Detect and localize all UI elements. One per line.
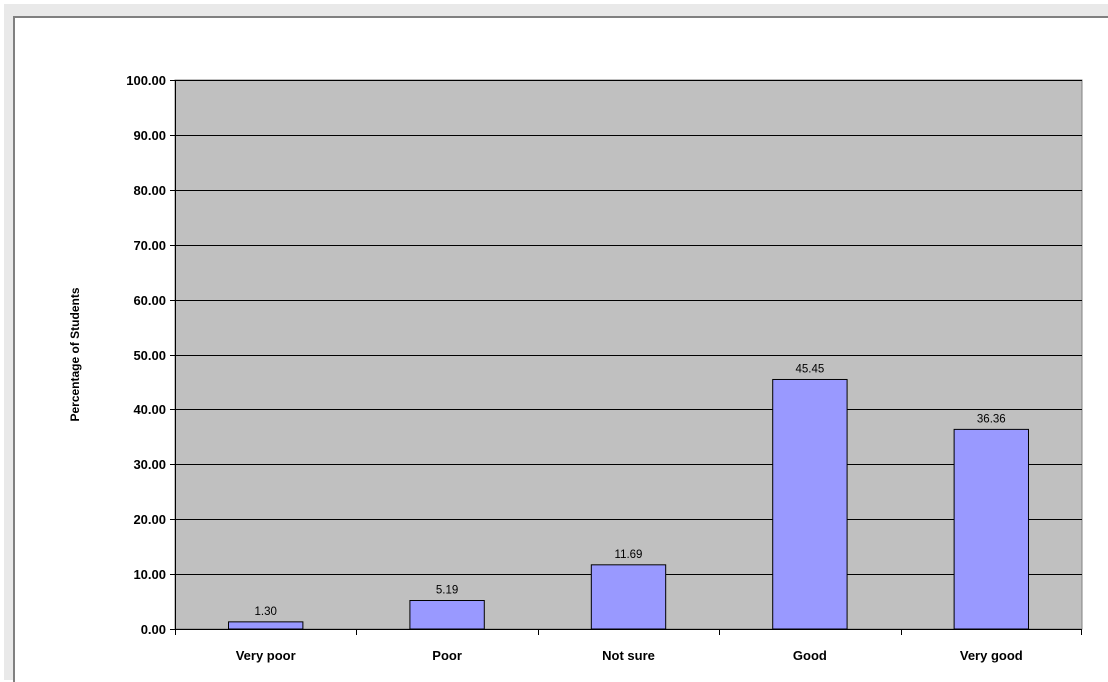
chart-area: 1.30 5.19 11.69 45.45 36.36 0.00 10.00 20.00 30… xyxy=(13,16,1108,682)
y-tick-label: 90.00 xyxy=(133,128,166,143)
x-tick-label: Very poor xyxy=(236,648,296,663)
y-tick-label: 40.00 xyxy=(133,402,166,417)
data-label: 5.19 xyxy=(436,585,458,597)
y-tick-label: 0.00 xyxy=(141,622,166,637)
data-label: 11.69 xyxy=(615,549,643,561)
bar xyxy=(953,428,1029,630)
gridlines xyxy=(175,80,1082,630)
x-tick-label: Good xyxy=(793,648,827,663)
x-tick-label: Poor xyxy=(432,648,462,663)
y-tick-label: 50.00 xyxy=(133,348,166,363)
y-tick-label: 10.00 xyxy=(133,567,166,582)
y-tick-label: 20.00 xyxy=(133,512,166,527)
bar xyxy=(772,378,848,630)
bar-chart: 1.30 5.19 11.69 45.45 36.36 0.00 10.00 20.00 30… xyxy=(68,73,1083,663)
data-label: 1.30 xyxy=(255,606,277,618)
y-tick-label: 100.00 xyxy=(126,73,166,88)
y-tick-label: 80.00 xyxy=(133,183,166,198)
y-axis-title: Percentage of Students xyxy=(68,287,82,421)
x-tick-label: Very good xyxy=(960,648,1023,663)
bars: 1.30 5.19 11.69 45.45 36.36 xyxy=(228,363,1029,630)
x-axis-ticks: Very poor Poor Not sure Good Very good xyxy=(175,629,1082,663)
x-tick-label: Not sure xyxy=(602,648,655,663)
data-label: 45.45 xyxy=(796,363,825,375)
chart-outer-frame: 1.30 5.19 11.69 45.45 36.36 0.00 10.00 20.00 30… xyxy=(4,4,1108,682)
bar xyxy=(409,600,485,630)
data-label: 36.36 xyxy=(977,413,1006,425)
bar xyxy=(590,564,667,630)
y-axis-ticks: 0.00 10.00 20.00 30.00 40.00 50.00 60.00 70.00 8… xyxy=(126,73,175,637)
y-tick-label: 70.00 xyxy=(133,238,166,253)
bar xyxy=(228,621,304,630)
y-tick-label: 60.00 xyxy=(133,293,166,308)
plot-area xyxy=(174,79,1083,630)
y-tick-label: 30.00 xyxy=(133,457,166,472)
plot-background xyxy=(174,79,1083,630)
